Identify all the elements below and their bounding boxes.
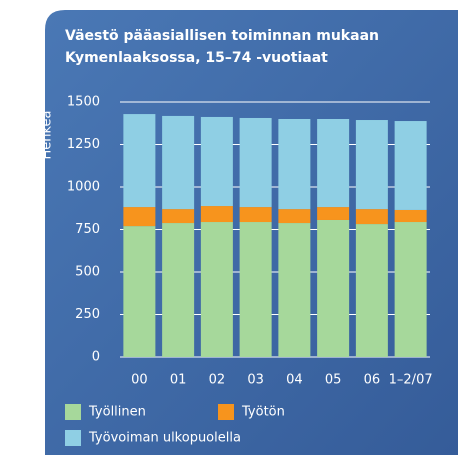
y-axis-label: Henkeä <box>40 110 55 159</box>
bar-segment <box>278 209 311 224</box>
legend-label: Työtön <box>241 405 285 420</box>
bar-segment <box>200 206 233 223</box>
y-tick-label: 750 <box>75 222 100 237</box>
bar-segment <box>355 209 388 225</box>
legend-label: Työvoiman ulkopuolella <box>88 431 241 446</box>
x-tick-label: 04 <box>286 373 303 388</box>
bar-segment <box>162 223 195 357</box>
bar-segment <box>239 207 272 223</box>
bar-segment <box>123 226 156 357</box>
chart-title: Kymenlaaksossa, 15–74 -vuotiaat <box>65 50 328 66</box>
bar-segment <box>317 219 350 357</box>
x-tick-label: 06 <box>364 373 381 388</box>
bar-segment <box>355 224 388 357</box>
bar-segment <box>162 115 195 210</box>
legend-swatch <box>65 430 81 446</box>
bar-segment <box>239 222 272 357</box>
bar-segment <box>200 222 233 357</box>
bar-segment <box>394 121 427 210</box>
y-tick-label: 500 <box>75 265 100 280</box>
bar-segment <box>200 116 233 207</box>
bar-segment <box>317 207 350 220</box>
bar-segment <box>355 120 388 210</box>
bar-segment <box>123 114 156 208</box>
bar-segment <box>278 119 311 210</box>
x-tick-label: 03 <box>247 373 264 388</box>
y-tick-label: 0 <box>92 350 100 365</box>
y-tick-label: 1250 <box>67 137 100 152</box>
legend-swatch <box>65 404 81 420</box>
y-tick-label: 1000 <box>67 180 100 195</box>
bar-segment <box>162 209 195 224</box>
chart-title: Väestö pääasiallisen toiminnan mukaan <box>65 28 379 44</box>
bar-segment <box>123 207 156 227</box>
y-tick-label: 250 <box>75 307 100 322</box>
x-tick-label: 00 <box>131 373 148 388</box>
bar-segment <box>317 119 350 208</box>
x-tick-label: 05 <box>325 373 342 388</box>
bar-segment <box>394 209 427 223</box>
legend-swatch <box>218 404 234 420</box>
bar-segment <box>278 223 311 357</box>
y-tick-label: 1500 <box>67 95 100 110</box>
bar-segment <box>394 222 427 357</box>
x-tick-label: 01 <box>170 373 187 388</box>
x-tick-label: 02 <box>209 373 226 388</box>
bar-segment <box>239 117 272 208</box>
legend-label: Työllinen <box>88 405 146 420</box>
x-tick-label: 1–2/07 <box>389 373 433 388</box>
